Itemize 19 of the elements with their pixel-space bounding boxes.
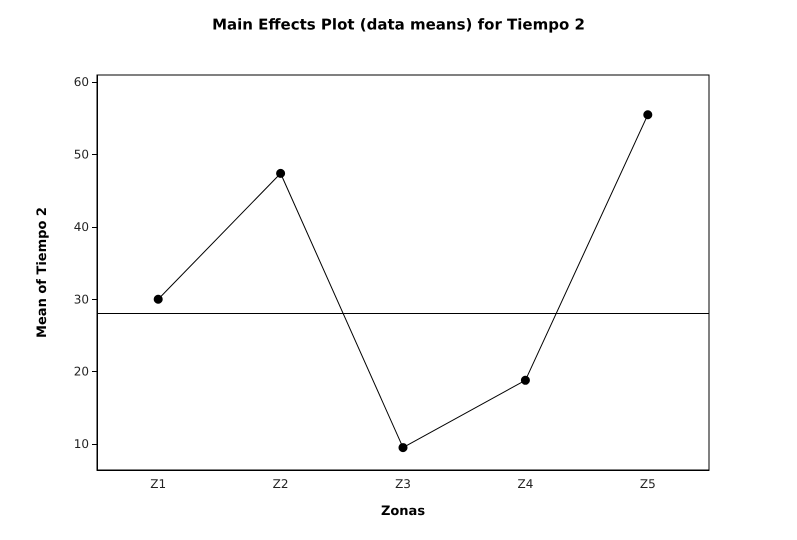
y-tick-label: 40 — [74, 220, 89, 234]
point — [643, 110, 652, 120]
x-axis-title: Zonas — [380, 504, 426, 519]
point — [520, 376, 530, 385]
y-axis-title: Mean of Tiempo 2 — [35, 207, 50, 338]
y-tick-label: 20 — [74, 364, 89, 379]
y-tick-label: 30 — [74, 292, 89, 306]
y-tick-label: 10 — [74, 436, 89, 451]
y-tick-label: 60 — [74, 75, 89, 90]
x-tick-label: Z3 — [395, 477, 411, 491]
point — [154, 294, 163, 304]
y-tick-label: 50 — [74, 148, 89, 162]
x-tick-label: Z1 — [150, 477, 166, 491]
point — [398, 443, 408, 452]
point — [276, 168, 286, 178]
x-tick-label: Z4 — [517, 477, 534, 491]
chart-title: Main Effects Plot (data means) for Tiempo 2 — [212, 16, 585, 34]
x-tick-label: Z5 — [640, 477, 656, 491]
x-tick-label: Z2 — [272, 477, 289, 491]
